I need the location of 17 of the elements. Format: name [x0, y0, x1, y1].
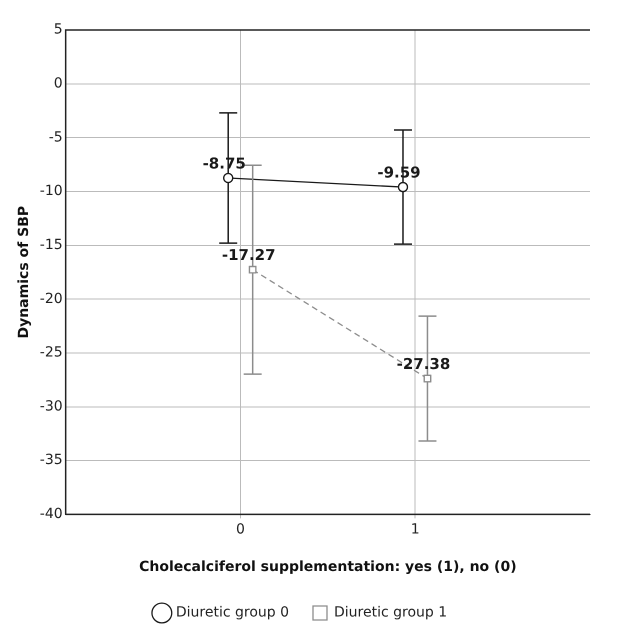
data-label: -17.27: [222, 246, 276, 264]
y-tick-label: 5: [54, 22, 63, 38]
y-tick-label: -35: [40, 452, 63, 468]
y-tick-label: -40: [40, 506, 63, 522]
x-axis-title: Cholecalciferol supplementation: yes (1), no (0): [139, 559, 517, 576]
y-tick-label: -25: [40, 344, 63, 361]
legend-label: Diuretic group 1: [334, 604, 448, 621]
y-axis-title: Dynamics of SBP: [16, 206, 32, 339]
y-tick-label: -30: [40, 398, 63, 414]
y-tick-label: 0: [54, 75, 63, 92]
x-tick-label: 1: [410, 521, 420, 538]
data-label: -27.38: [396, 354, 450, 373]
legend-label: Diuretic group 0: [176, 604, 290, 621]
y-tick-label: -15: [40, 236, 63, 253]
y-tick-label: -10: [40, 183, 63, 200]
y-tick-label: -5: [48, 129, 63, 146]
y-tick-label: -20: [40, 290, 63, 307]
